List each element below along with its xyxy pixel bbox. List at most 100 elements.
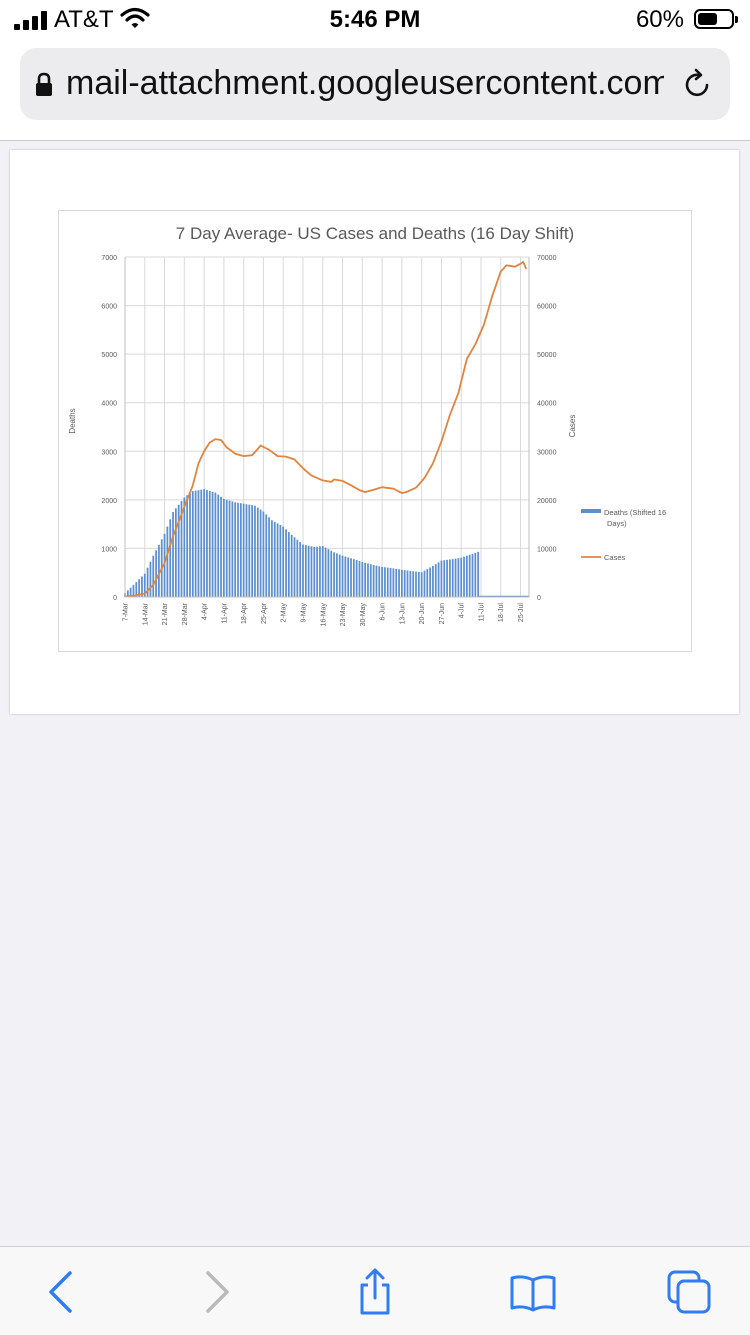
deaths-bar: [398, 569, 400, 597]
deaths-bar: [321, 546, 324, 597]
deaths-bar: [369, 564, 372, 597]
deaths-bar: [375, 565, 378, 597]
deaths-bar: [152, 555, 155, 597]
deaths-bar: [316, 546, 318, 597]
url-text[interactable]: mail-attachment.googleusercontent.com: [66, 64, 664, 102]
deaths-bar: [426, 569, 429, 597]
deaths-bar: [465, 555, 468, 597]
y-right-tick-label: 50000: [537, 352, 557, 359]
deaths-bar: [186, 495, 189, 597]
x-tick-label: 28-Mar: [182, 602, 189, 625]
deaths-bar: [155, 550, 157, 597]
deaths-bar: [223, 498, 225, 597]
deaths-bar: [208, 490, 211, 597]
deaths-bar: [403, 570, 406, 597]
deaths-bar: [420, 572, 423, 597]
deaths-bar: [454, 558, 457, 597]
y-left-tick-label: 4000: [101, 401, 117, 408]
deaths-bar: [471, 553, 474, 597]
deaths-bar: [228, 500, 231, 597]
x-tick-label: 11-Jul: [478, 603, 485, 622]
lock-icon: [34, 72, 54, 103]
deaths-bar: [446, 559, 448, 597]
x-tick-label: 13-Jun: [399, 603, 406, 625]
deaths-bar: [271, 520, 273, 597]
deaths-bar: [355, 560, 358, 597]
deaths-bar: [378, 566, 381, 597]
share-icon[interactable]: [350, 1267, 400, 1317]
deaths-bar: [406, 570, 409, 597]
deaths-bar: [313, 546, 316, 597]
bookmarks-icon[interactable]: [508, 1267, 558, 1317]
x-tick-label: 20-Jun: [419, 603, 426, 625]
deaths-bar: [336, 553, 338, 597]
reload-icon[interactable]: [682, 68, 714, 105]
deaths-bar: [299, 542, 302, 597]
deaths-bar: [217, 494, 220, 597]
deaths-bar: [234, 502, 237, 597]
deaths-bar: [166, 526, 169, 597]
deaths-bar: [449, 559, 451, 597]
deaths-bar: [324, 547, 327, 597]
y-right-tick-label: 0: [537, 595, 541, 602]
deaths-bar: [302, 544, 304, 597]
deaths-bar: [417, 571, 420, 597]
deaths-bar: [384, 567, 386, 597]
deaths-bar: [191, 491, 194, 597]
legend-deaths-swatch: [581, 509, 601, 513]
y-right-tick-label: 60000: [537, 304, 557, 311]
deaths-bar: [443, 560, 446, 597]
deaths-bar: [172, 512, 174, 597]
y-left-tick-label: 0: [113, 595, 117, 602]
deaths-bar: [245, 504, 248, 597]
address-bar[interactable]: mail-attachment.googleusercontent.com: [20, 48, 730, 120]
deaths-bar: [138, 579, 141, 597]
status-bar: AT&T 5:46 PM 60%: [0, 0, 750, 40]
chart-axes: 0 0 1000 10000 2000 20000 3000 30000 4000 40000 50…: [101, 255, 556, 626]
deaths-bar: [259, 509, 262, 597]
deaths-bar: [158, 544, 160, 597]
deaths-bar: [319, 546, 321, 597]
deaths-bar: [327, 549, 330, 597]
x-tick-label: 23-May: [340, 603, 347, 627]
deaths-bar: [460, 557, 463, 597]
deaths-bar: [268, 517, 270, 597]
deaths-bar: [135, 582, 138, 597]
deaths-bar: [225, 499, 228, 597]
deaths-bar: [279, 524, 282, 597]
x-tick-label: 2-May: [281, 603, 288, 623]
deaths-bar: [367, 563, 369, 597]
x-tick-label: 14-Mar: [142, 602, 149, 625]
legend-deaths-label-line2: Days): [607, 519, 627, 528]
deaths-bar: [310, 546, 313, 597]
deaths-bar: [344, 556, 347, 597]
forward-arrow-icon[interactable]: [192, 1267, 242, 1317]
x-tick-label: 25-Apr: [261, 602, 268, 624]
chart-title: 7 Day Average- US Cases and Deaths (16 D…: [176, 224, 574, 243]
x-tick-label: 4-Jul: [459, 603, 466, 619]
y-right-tick-label: 10000: [537, 546, 557, 553]
legend-deaths-label: Deaths (Shifted 16 Days): [604, 508, 666, 528]
deaths-bar: [141, 576, 143, 597]
cases-line: [124, 261, 528, 598]
deaths-bar: [254, 505, 256, 597]
y-left-tick-label: 6000: [101, 304, 117, 311]
deaths-bar: [358, 561, 361, 597]
deaths-bar: [265, 514, 268, 597]
y-right-tick-label: 40000: [537, 401, 557, 408]
x-tick-label: 18-Jul: [498, 603, 505, 623]
deaths-bar: [429, 567, 431, 597]
document-page: 7 Day Average- US Cases and Deaths (16 D…: [10, 150, 739, 714]
combo-chart: 7 Day Average- US Cases and Deaths (16 D…: [68, 224, 666, 626]
deaths-bar: [415, 571, 417, 597]
deaths-bar: [239, 503, 242, 597]
deaths-bar: [423, 570, 426, 597]
x-tick-label: 11-Apr: [221, 602, 228, 623]
deaths-bar: [437, 562, 440, 597]
carrier-name: AT&T: [54, 6, 114, 33]
y-right-tick-label: 20000: [537, 498, 557, 505]
back-arrow-icon[interactable]: [36, 1267, 86, 1317]
tabs-icon[interactable]: [664, 1267, 714, 1317]
chart-container: 7 Day Average- US Cases and Deaths (16 D…: [58, 210, 692, 652]
legend-cases-label: Cases: [604, 553, 626, 562]
